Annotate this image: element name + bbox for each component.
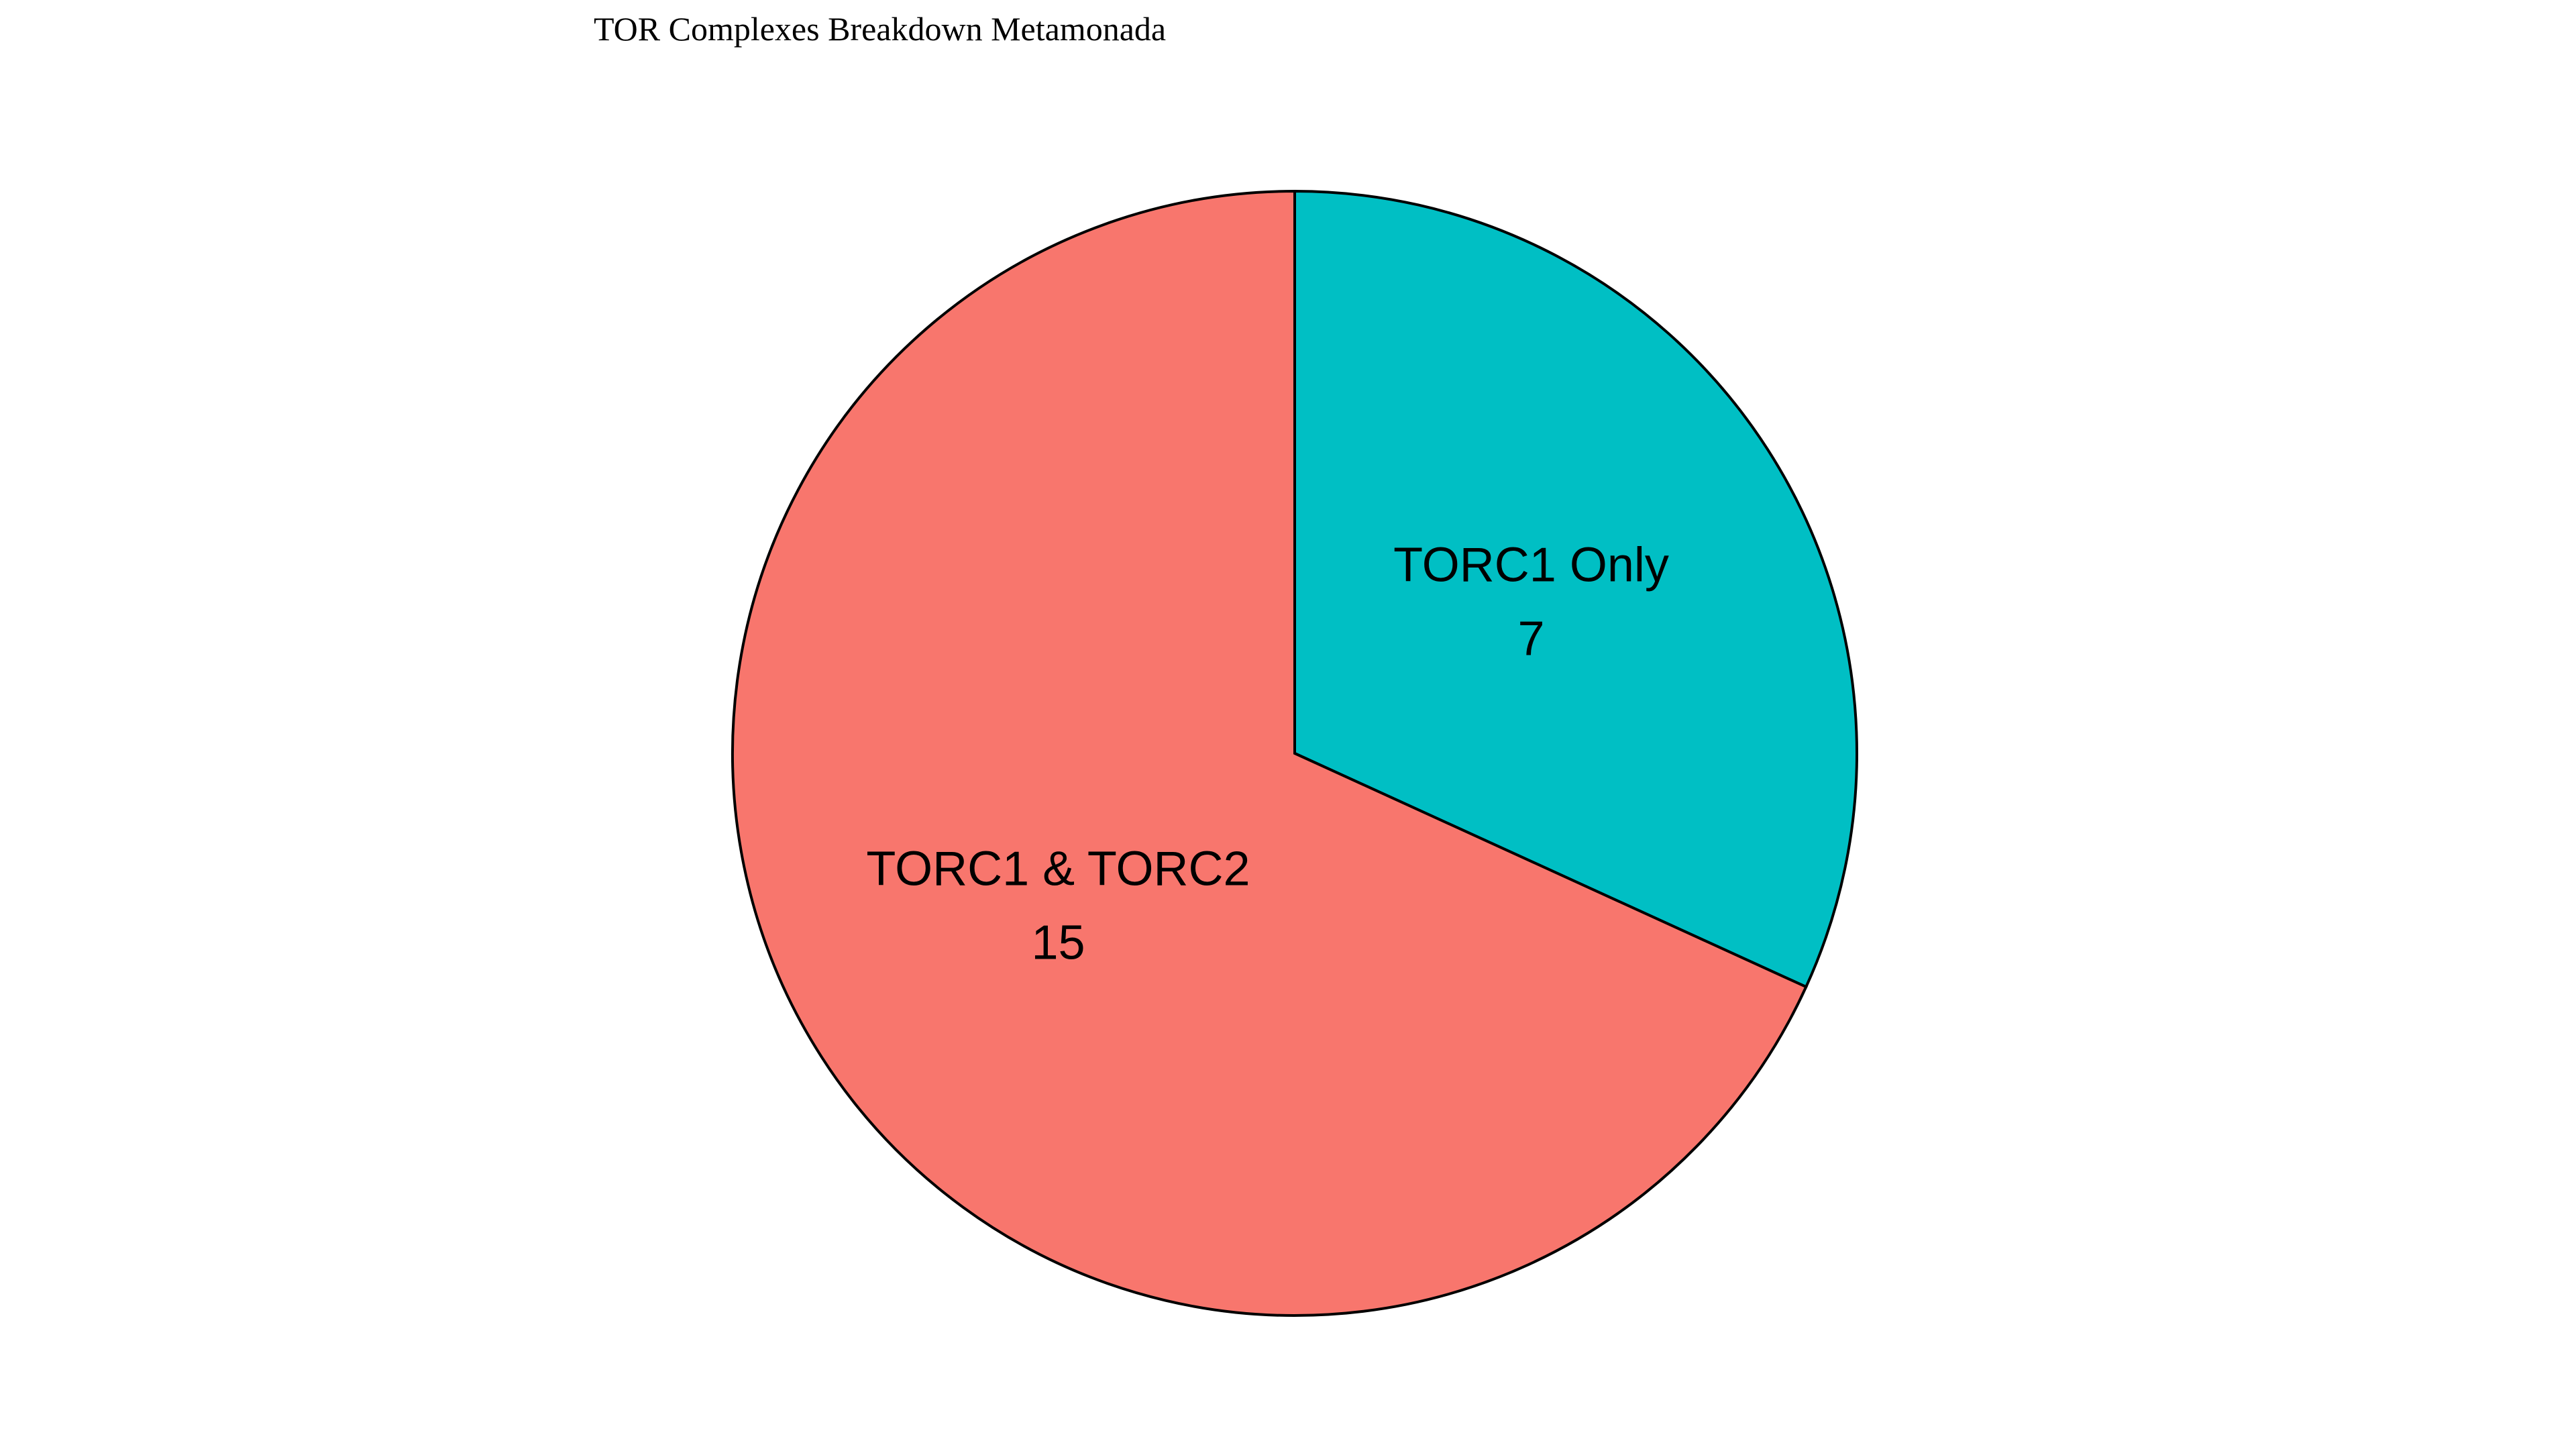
- slice-label-0: TORC1 Only: [1393, 538, 1669, 592]
- pie-slice-1: [731, 189, 1808, 1317]
- pie-labels: TORC1 Only 7 TORC1 & TORC2 15: [866, 538, 1668, 969]
- pie-slices: [731, 189, 1858, 1317]
- slice-label-1: TORC1 & TORC2: [866, 843, 1250, 896]
- pie-slice-0: [1293, 189, 1858, 989]
- chart-title: TOR Complexes Breakdown Metamonada: [594, 10, 1167, 48]
- slice-value-0: 7: [1517, 612, 1544, 665]
- slice-value-1: 15: [1031, 916, 1085, 970]
